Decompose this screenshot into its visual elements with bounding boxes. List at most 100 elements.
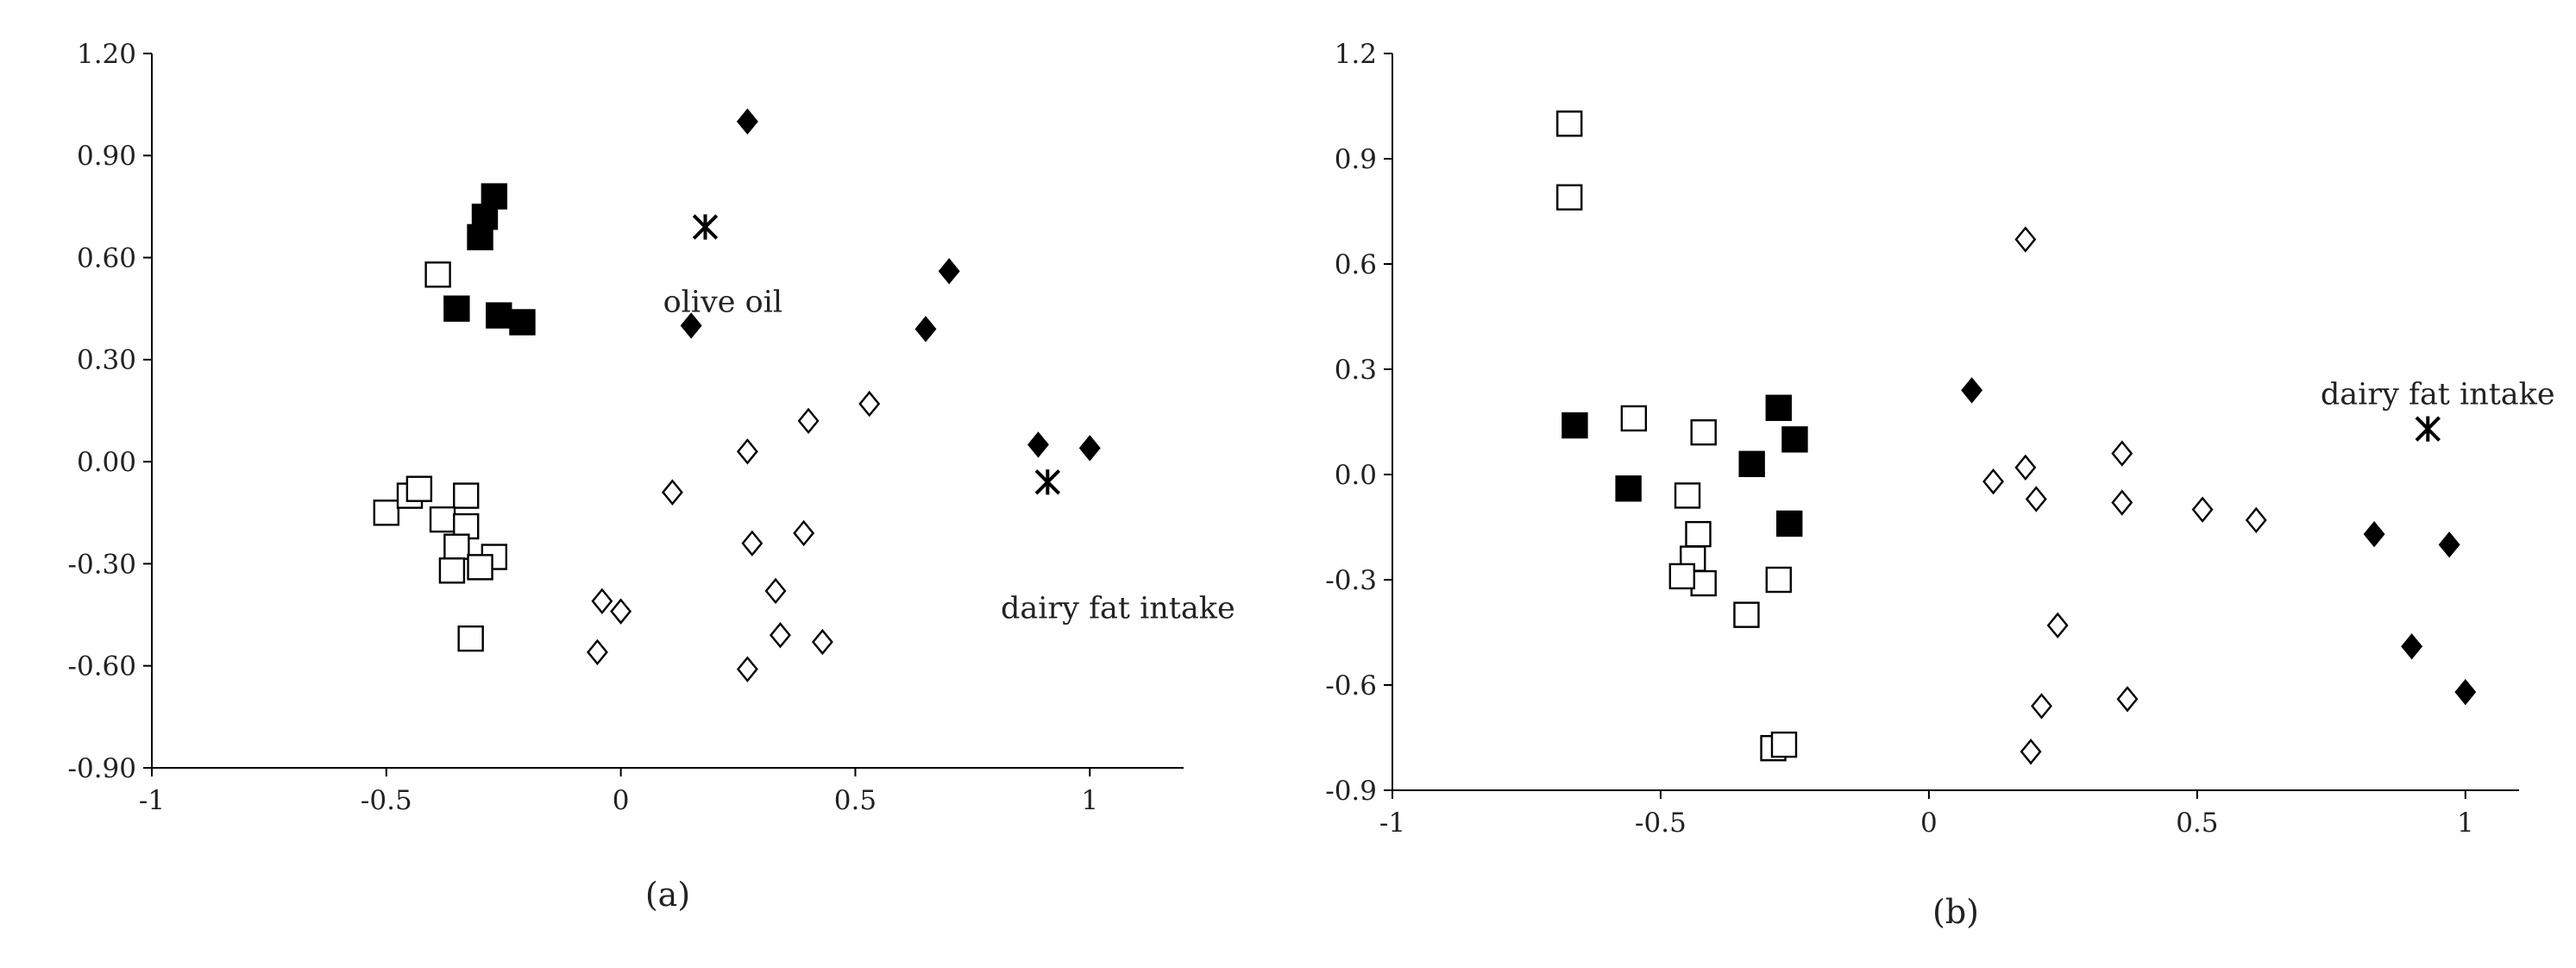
point-open-diamond: [741, 530, 763, 556]
point-filled-diamond: [1078, 435, 1101, 462]
point-open-square: [1674, 482, 1701, 509]
point-open-square: [1690, 419, 1717, 446]
point-filled-square: [486, 302, 512, 329]
series-open-square: [373, 261, 508, 652]
point-open-square: [1733, 601, 1760, 628]
point-filled-diamond: [2401, 633, 2423, 660]
point-open-diamond: [2046, 612, 2069, 639]
point-open-square: [424, 261, 451, 288]
series-open-diamond: [586, 390, 881, 682]
point-open-diamond: [2014, 226, 2037, 253]
point-open-diamond: [2111, 489, 2133, 516]
point-open-square: [1770, 731, 1798, 758]
x-tick-label: -1: [1379, 808, 1405, 839]
y-tick-label: 0.90: [77, 141, 136, 172]
point-filled-square: [1765, 394, 1792, 421]
point-open-diamond: [764, 577, 787, 605]
point-open-square: [1765, 566, 1792, 594]
point-open-diamond: [793, 519, 815, 547]
x-tick-label: 0: [1920, 808, 1938, 839]
x-tick-label: 1: [2457, 808, 2474, 839]
y-tick-label: -0.30: [68, 549, 137, 580]
chart-panel-b: 1.2 0.9 0.6 0.3 0.0 -0.3 -0.6 -0.9-1 -0.5 0 0.5 1 da…: [1325, 39, 2554, 931]
point-filled-diamond: [2438, 531, 2460, 558]
point-open-diamond: [2245, 506, 2267, 534]
point-open-square: [405, 475, 433, 502]
point-open-diamond: [586, 638, 608, 666]
point-open-diamond: [736, 656, 758, 682]
point-open-square: [457, 625, 484, 652]
point-open-square: [453, 482, 480, 509]
point-filled-diamond: [938, 258, 960, 285]
point-filled-diamond: [680, 312, 702, 339]
point-open-square: [1556, 110, 1583, 137]
series-filled-square: [443, 183, 536, 336]
point-open-diamond: [1982, 468, 2004, 495]
point-filled-diamond: [1027, 431, 1049, 458]
series-filled-diamond: [1961, 377, 2477, 706]
point-asterisk: [1034, 469, 1061, 495]
annotation-label: dairy fat intake: [1001, 592, 1235, 626]
point-open-diamond: [2014, 454, 2037, 481]
point-open-diamond: [2116, 686, 2139, 713]
point-open-diamond: [2025, 486, 2047, 512]
point-filled-square: [509, 309, 536, 336]
series-asterisk: [2415, 416, 2441, 442]
y-tick-label: 0.00: [77, 447, 136, 478]
x-tick-label: -1: [139, 785, 165, 816]
point-filled-square: [443, 295, 470, 322]
point-open-square: [429, 506, 456, 533]
x-tick-label: 0.5: [834, 785, 876, 816]
y-tick-label: -0.3: [1325, 565, 1377, 596]
y-tick-label: -0.90: [68, 753, 137, 784]
point-open-square: [443, 533, 470, 560]
point-filled-diamond: [2363, 520, 2385, 548]
point-open-square: [1620, 405, 1648, 432]
point-open-square: [467, 554, 493, 581]
y-tick-label: 0.0: [1335, 460, 1377, 491]
point-filled-square: [1561, 412, 1588, 439]
point-filled-square: [467, 223, 493, 251]
point-filled-square: [1615, 475, 1642, 502]
y-tick-label: -0.9: [1325, 776, 1377, 807]
y-tick-label: 1.20: [77, 39, 136, 70]
annotation-label: olive oil: [663, 286, 783, 320]
y-tick-label: 0.9: [1335, 144, 1377, 175]
point-filled-diamond: [914, 316, 937, 343]
x-tick-label: 1: [1081, 785, 1098, 816]
y-tick-label: 0.30: [77, 345, 136, 376]
point-filled-square: [1781, 426, 1808, 453]
panel-label: (a): [645, 876, 690, 914]
point-open-diamond: [736, 438, 758, 465]
y-tick-label: 1.2: [1335, 39, 1377, 70]
point-open-diamond: [591, 588, 613, 614]
point-open-diamond: [770, 622, 791, 649]
series-filled-square: [1561, 394, 1808, 537]
y-tick-label: 0.6: [1335, 249, 1377, 280]
point-filled-square: [1776, 510, 1803, 537]
point-asterisk: [2415, 416, 2441, 442]
x-tick-label: 0.5: [2176, 808, 2218, 839]
y-tick-label: 0.3: [1335, 355, 1377, 386]
point-filled-diamond: [1961, 377, 1983, 404]
point-open-square: [373, 500, 400, 526]
series-filled-diamond: [680, 108, 1101, 462]
series-open-square: [1556, 110, 1798, 762]
x-tick-label: 0: [613, 785, 630, 816]
point-open-diamond: [2020, 739, 2042, 765]
annotation-label: dairy fat intake: [2321, 378, 2555, 412]
point-open-diamond: [797, 407, 820, 435]
x-tick-label: -0.5: [361, 785, 412, 816]
point-open-square: [1668, 563, 1696, 590]
point-open-diamond: [661, 479, 683, 506]
point-open-diamond: [858, 390, 881, 418]
point-open-diamond: [2191, 496, 2214, 523]
point-filled-diamond: [2454, 678, 2477, 706]
y-tick-label: -0.60: [68, 651, 137, 682]
series-open-diamond: [1982, 226, 2267, 765]
point-open-diamond: [2111, 440, 2133, 467]
point-open-diamond: [610, 598, 632, 625]
point-filled-square: [1738, 450, 1765, 477]
point-filled-diamond: [736, 108, 758, 135]
